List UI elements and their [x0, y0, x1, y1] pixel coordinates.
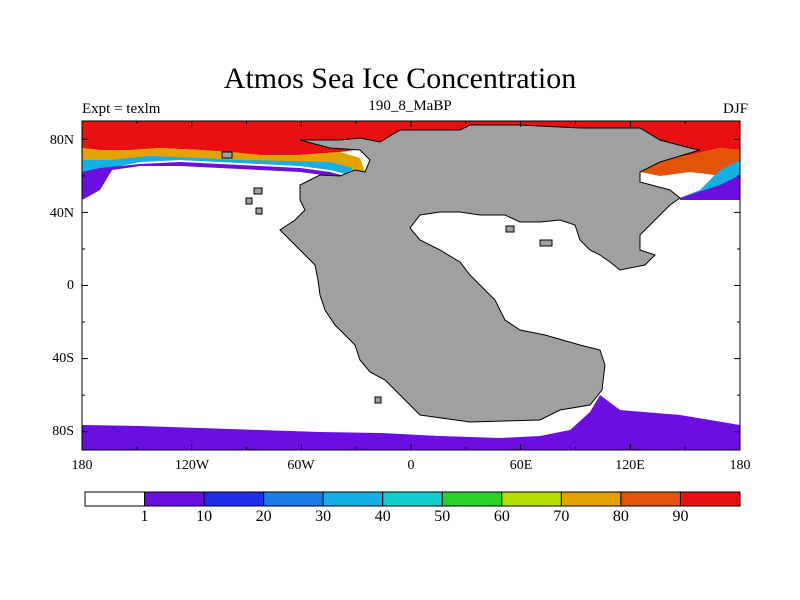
island	[505, 225, 515, 233]
colorbar	[84, 491, 741, 507]
colorbar-label: 60	[493, 508, 510, 525]
lat-label-40s: 40S	[52, 351, 74, 366]
colorbar-swatch	[322, 491, 384, 507]
land-mass	[279, 124, 701, 423]
axis-ticks	[81, 121, 741, 450]
chart-title: Atmos Sea Ice Concentration	[223, 62, 577, 95]
lon-label-120w: 120W	[174, 458, 210, 473]
lat-label-0: 0	[67, 278, 74, 293]
colorbar-swatch	[382, 491, 443, 507]
island	[245, 197, 253, 205]
island	[255, 207, 263, 215]
antarctic-ice-low	[82, 395, 740, 450]
antarctic-open-water	[390, 412, 585, 432]
colorbar-label: 30	[315, 508, 332, 525]
colorbar-label: 90	[672, 508, 689, 525]
colorbar-swatch	[84, 491, 146, 507]
island	[253, 187, 263, 195]
colorbar-swatch	[144, 491, 205, 507]
arctic-ice-low-east	[680, 175, 740, 200]
island	[221, 151, 233, 159]
lon-label-60w: 60W	[287, 458, 315, 473]
colorbar-label: 50	[434, 508, 451, 525]
colorbar-label: 20	[255, 508, 272, 525]
lat-label-80s: 80S	[52, 424, 74, 439]
colorbar-label: 80	[612, 508, 629, 525]
colorbar-label: 70	[553, 508, 570, 525]
lon-label-60e: 60E	[509, 458, 533, 473]
island	[539, 239, 553, 247]
colorbar-swatch	[441, 491, 503, 507]
lon-label-180e: 180	[729, 458, 751, 473]
lat-label-80n: 80N	[49, 133, 74, 148]
island	[374, 396, 382, 404]
lat-label-40n: 40N	[49, 206, 74, 221]
colorbar-label: 1	[140, 508, 149, 525]
colorbar-swatch	[501, 491, 562, 507]
colorbar-swatch	[620, 491, 681, 507]
colorbar-swatch	[560, 491, 622, 507]
colorbar-label: 10	[196, 508, 213, 525]
period-label: 190_8_MaBP	[368, 98, 452, 114]
colorbar-swatch	[263, 491, 324, 507]
lon-label-180w: 180	[71, 458, 93, 473]
lon-label-120e: 120E	[615, 458, 645, 473]
colorbar-swatch	[203, 491, 265, 507]
lon-label-0: 0	[407, 458, 415, 473]
arctic-ice-gradient-west-inner	[82, 156, 352, 198]
colorbar-label: 40	[374, 508, 391, 525]
experiment-label: Expt = texlm	[82, 101, 161, 117]
colorbar-swatch	[679, 491, 741, 507]
season-label: DJF	[722, 101, 748, 117]
